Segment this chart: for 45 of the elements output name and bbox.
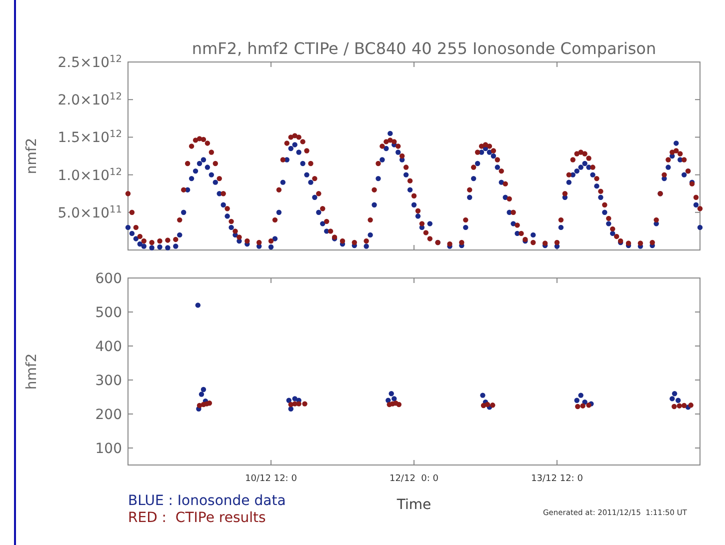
point xyxy=(682,402,687,408)
point xyxy=(672,404,677,410)
text: RED : CTIPe results xyxy=(128,510,266,526)
point xyxy=(388,391,394,396)
point xyxy=(484,402,490,408)
point xyxy=(198,392,204,397)
point xyxy=(580,403,586,408)
y-axis-title: hmf2 xyxy=(24,353,40,390)
chart-title: nmF2, hmf2 CTIPe / BC840 40 255 Ionosonde Comparison xyxy=(192,39,656,58)
point xyxy=(676,403,682,408)
y-tick-label: 400 xyxy=(95,339,122,355)
point xyxy=(672,391,678,396)
y-axis-title: nmf2 xyxy=(24,138,40,174)
point xyxy=(575,404,580,410)
x-axis-title: Time xyxy=(396,497,432,513)
point xyxy=(392,396,397,402)
x-tick-label: 13/12 12: 0 xyxy=(531,474,584,484)
y-tick-label: 5.0×10$^{11}$ xyxy=(58,204,122,222)
point xyxy=(586,402,592,408)
y-tick-label: 500 xyxy=(95,305,122,321)
point xyxy=(288,406,294,412)
point xyxy=(286,398,292,403)
point xyxy=(396,402,402,408)
y-tick-label: 200 xyxy=(95,407,122,423)
y-tick-label: 1.5×10$^{12}$ xyxy=(58,128,122,146)
x-tick-label: 10/12 12: 0 xyxy=(245,474,298,484)
point xyxy=(578,392,584,398)
point xyxy=(490,402,496,408)
point xyxy=(574,398,580,403)
y-tick-label: 100 xyxy=(95,441,122,457)
point xyxy=(670,396,675,402)
text: BLUE : Ionosonde data xyxy=(128,493,286,509)
y-tick-label: 2.0×10$^{12}$ xyxy=(58,91,122,109)
y-tick-label: 2.5×10$^{12}$ xyxy=(58,54,122,71)
y-tick-label: 1.0×10$^{12}$ xyxy=(58,166,122,184)
point xyxy=(200,386,206,392)
y-tick-label: 300 xyxy=(95,373,122,389)
point xyxy=(688,402,694,408)
point xyxy=(195,302,201,308)
point xyxy=(296,401,302,406)
x-tick-label: 12/12 0: 0 xyxy=(389,474,439,484)
y-tick-label: 600 xyxy=(95,271,122,287)
point xyxy=(480,392,486,398)
point xyxy=(302,401,308,406)
point xyxy=(676,398,681,403)
